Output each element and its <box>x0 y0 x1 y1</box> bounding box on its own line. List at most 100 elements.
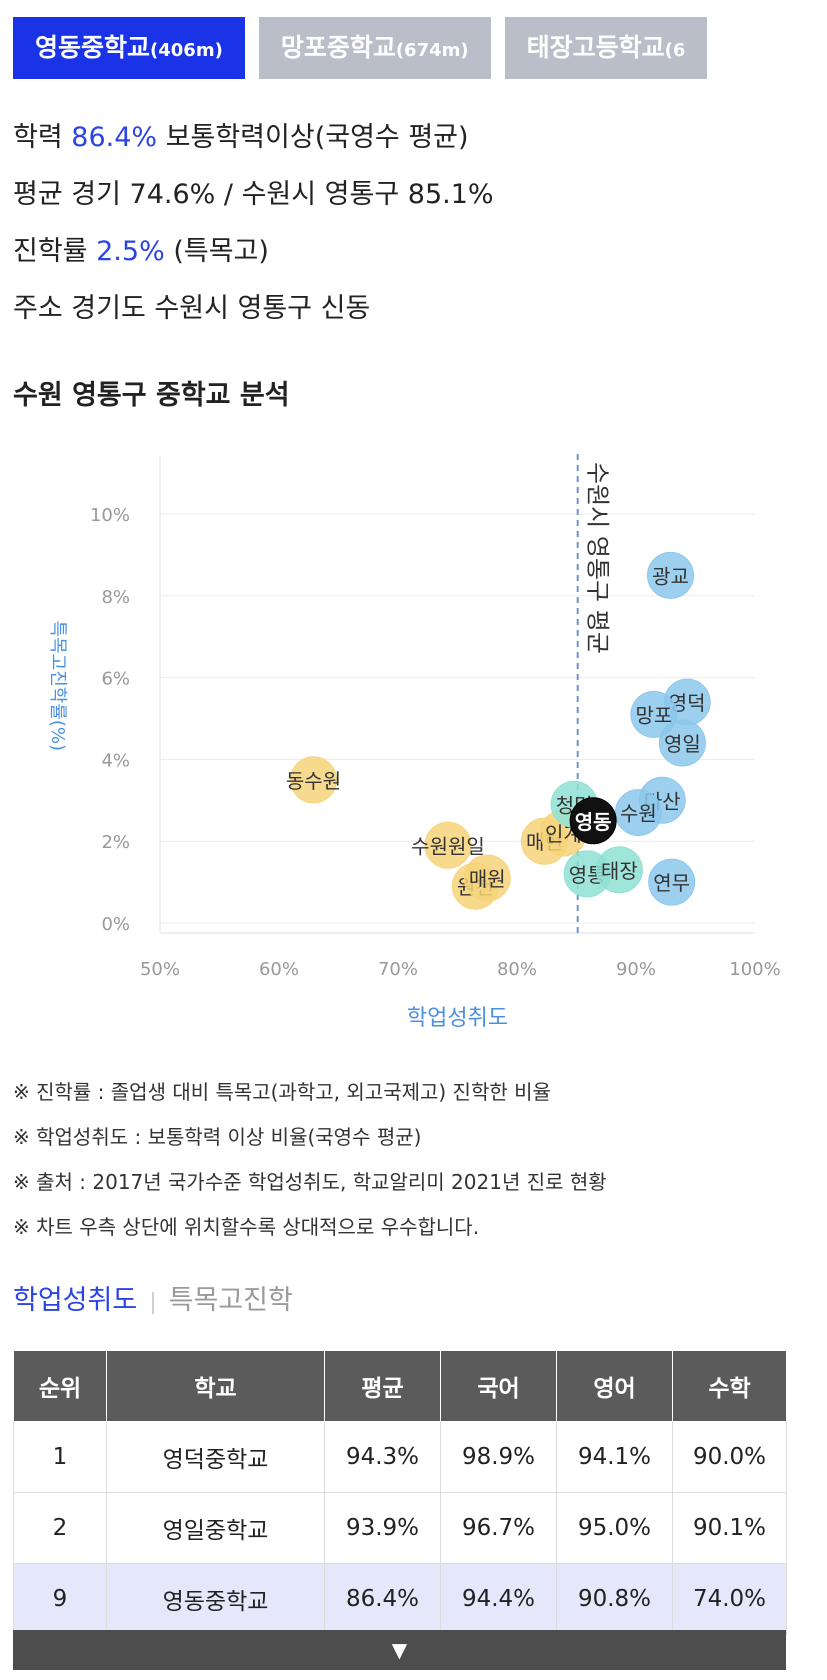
y-tick-label: 4% <box>101 750 130 771</box>
y-axis-title: 특목고진학률(%) <box>47 621 68 752</box>
cell-math: 90.0% <box>672 1421 787 1493</box>
x-tick-label: 80% <box>497 959 537 980</box>
academic-value: 86.4% <box>71 122 158 153</box>
cell-korean: 98.9% <box>440 1421 557 1493</box>
tab-school-name: 태장고등학교 <box>526 33 665 62</box>
point-label: 수원원일 <box>411 834 485 858</box>
advancement-desc: (특목고) <box>173 236 269 267</box>
academic-line: 학력 86.4% 보통학력이상(국영수 평균) <box>13 118 494 175</box>
point-label: 망포 <box>635 703 672 727</box>
cell-school: 영일중학교 <box>106 1492 325 1564</box>
header-korean: 국어 <box>440 1350 557 1422</box>
cell-rank: 2 <box>13 1492 107 1564</box>
advancement-label: 진학률 <box>13 236 88 267</box>
reference-line-label: 수원시 영통구 평균 <box>584 462 612 654</box>
point-연무 <box>648 858 696 906</box>
x-axis-title: 학업성취도 <box>407 1006 508 1031</box>
cell-english: 95.0% <box>556 1492 673 1564</box>
cell-average: 86.4% <box>324 1563 441 1635</box>
note-academic: ※ 학업성취도 : 보통학력 이상 비율(국영수 평균) <box>13 1125 422 1149</box>
note-advancement: ※ 진학률 : 졸업생 대비 특목고(과학고, 외고국제고) 진학한 비율 <box>13 1080 551 1104</box>
point-매원 <box>463 854 511 902</box>
average-label: 평균 <box>13 179 63 210</box>
cell-rank: 1 <box>13 1421 107 1493</box>
tab-school-1[interactable]: 망포중학교(674m) <box>258 17 491 79</box>
cell-math: 90.1% <box>672 1492 787 1564</box>
cell-korean: 96.7% <box>440 1492 557 1564</box>
sort-tabs: 학업성취도 | 특목고진학 <box>13 1278 293 1317</box>
address-label: 주소 <box>13 293 63 324</box>
x-tick-label: 70% <box>378 959 418 980</box>
tab-school-name: 망포중학교 <box>280 33 396 62</box>
point-광교 <box>647 551 695 599</box>
x-tick-label: 90% <box>616 959 656 980</box>
header-average: 평균 <box>324 1350 441 1422</box>
sort-tab-special[interactable]: 특목고진학 <box>168 1285 293 1316</box>
tab-school-name: 영동중학교 <box>35 33 151 62</box>
tab-school-2[interactable]: 태장고등학교(6 <box>504 17 708 79</box>
scatter-chart: 수원시 영통구 평균 광교영덕망포영일다산수원연무동수원수원원일원천매원매현인계… <box>47 454 781 1031</box>
tab-school-distance: (406m) <box>150 40 223 61</box>
tab-school-distance: (674m) <box>395 40 469 61</box>
section-title: 수원 영통구 중학교 분석 <box>13 380 290 411</box>
table-header-row: 순위 학교 평균 국어 영어 수학 <box>13 1350 787 1422</box>
x-tick-label: 50% <box>140 959 180 980</box>
address-text: 경기도 수원시 영통구 신동 <box>71 293 371 324</box>
cell-average: 94.3% <box>324 1421 441 1493</box>
tab-school-0[interactable]: 영동중학교(406m) <box>13 17 245 79</box>
expand-table-button[interactable]: ▼ <box>13 1630 786 1670</box>
table-row: 2 영일중학교 93.9% 96.7% 95.0% 90.1% <box>13 1492 787 1564</box>
academic-desc: 보통학력이상(국영수 평균) <box>165 122 469 153</box>
header-rank: 순위 <box>13 1350 107 1422</box>
point-수원원일 <box>424 821 472 869</box>
point-label: 영동 <box>575 810 612 834</box>
point-동수원 <box>290 756 338 804</box>
note-source: ※ 출처 : 2017년 국가수준 학업성취도, 학교알리미 2021년 진로 … <box>13 1170 607 1194</box>
header-math: 수학 <box>672 1350 787 1422</box>
note-position: ※ 차트 우측 상단에 위치할수록 상대적으로 우수합니다. <box>13 1215 480 1239</box>
table-row-current-school: 9 영동중학교 86.4% 94.4% 90.8% 74.0% <box>13 1563 787 1635</box>
y-tick-label: 2% <box>101 832 130 853</box>
header-english: 영어 <box>556 1350 673 1422</box>
cell-school: 영덕중학교 <box>106 1421 325 1493</box>
sort-tab-separator: | <box>149 1290 157 1315</box>
y-tick-label: 8% <box>101 587 130 608</box>
cell-school: 영동중학교 <box>106 1563 325 1635</box>
point-label: 매원 <box>469 867 506 891</box>
point-label: 영일 <box>664 732 701 756</box>
point-영일 <box>658 719 706 767</box>
triangle-down-icon: ▼ <box>391 1638 408 1662</box>
ranking-table: 순위 학교 평균 국어 영어 수학 1 영덕중학교 94.3% 98.9% 94… <box>13 1350 787 1635</box>
header-school: 학교 <box>106 1350 325 1422</box>
cell-english: 94.1% <box>556 1421 673 1493</box>
cell-math: 74.0% <box>672 1563 787 1635</box>
x-tick-label: 100% <box>729 959 780 980</box>
cell-rank: 9 <box>13 1563 107 1635</box>
point-label: 연무 <box>653 871 690 895</box>
y-tick-label: 10% <box>90 505 130 526</box>
cell-english: 90.8% <box>556 1563 673 1635</box>
address-line: 주소 경기도 수원시 영통구 신동 <box>13 289 494 346</box>
point-태장 <box>595 846 643 894</box>
school-tabs: 영동중학교(406m) 망포중학교(674m) 태장고등학교(6 <box>13 17 786 79</box>
average-text: 경기 74.6% / 수원시 영통구 85.1% <box>71 179 494 210</box>
point-label: 광교 <box>652 564 689 588</box>
table-row: 1 영덕중학교 94.3% 98.9% 94.1% 90.0% <box>13 1421 787 1493</box>
advancement-line: 진학률 2.5% (특목고) <box>13 232 494 289</box>
chart-notes: ※ 진학률 : 졸업생 대비 특목고(과학고, 외고국제고) 진학한 비율 ※ … <box>13 1072 607 1252</box>
y-tick-label: 0% <box>101 914 130 935</box>
advancement-value: 2.5% <box>96 236 165 267</box>
average-line: 평균 경기 74.6% / 수원시 영통구 85.1% <box>13 175 494 232</box>
cell-korean: 94.4% <box>440 1563 557 1635</box>
point-수원 <box>614 789 662 837</box>
point-영동 <box>569 797 617 845</box>
tab-school-distance: (6 <box>664 40 686 61</box>
school-info: 학력 86.4% 보통학력이상(국영수 평균) 평균 경기 74.6% / 수원… <box>13 118 494 346</box>
x-tick-label: 60% <box>259 959 299 980</box>
y-tick-label: 6% <box>101 669 130 690</box>
academic-label: 학력 <box>13 122 63 153</box>
point-label: 태장 <box>601 859 638 883</box>
sort-tab-academic[interactable]: 학업성취도 <box>13 1285 138 1316</box>
cell-average: 93.9% <box>324 1492 441 1564</box>
point-망포 <box>630 690 678 738</box>
